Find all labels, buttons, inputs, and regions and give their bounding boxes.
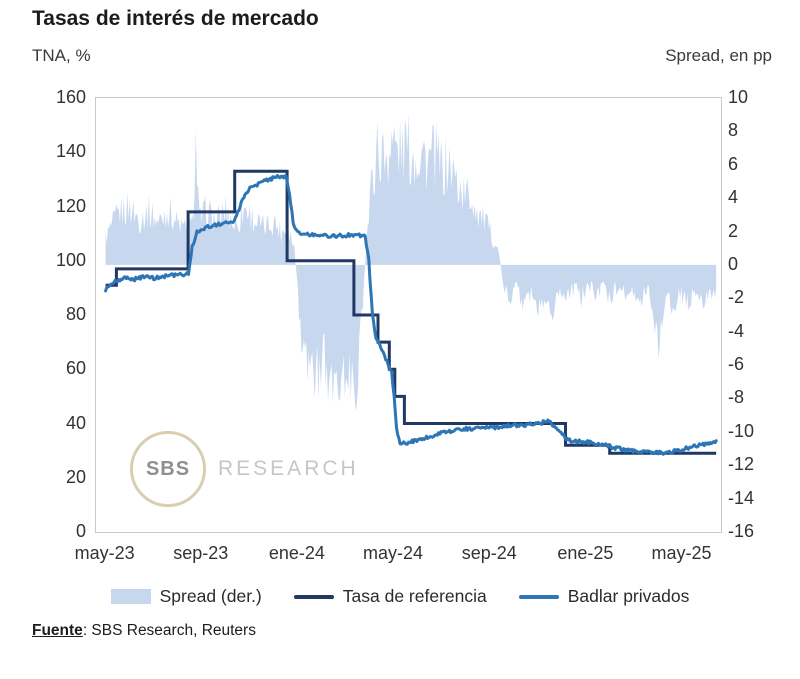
badlar-line-swatch — [518, 594, 559, 599]
x-axis-tick: may-25 — [651, 543, 712, 563]
right-axis-tick: 4 — [728, 187, 739, 208]
legend: Spread (der.) Tasa de referencia Badlar … — [0, 586, 800, 607]
right-axis-tick: -2 — [728, 287, 745, 308]
spread-area — [105, 112, 717, 412]
left-axis-tick: 160 — [55, 87, 86, 107]
badlar-line — [104, 174, 718, 456]
legend-item-tasa-referencia: Tasa de referencia — [293, 586, 487, 607]
left-axis-title: TNA, % — [32, 46, 91, 65]
legend-item-spread: Spread (der.) — [110, 586, 262, 607]
right-axis-tick: 8 — [728, 120, 739, 141]
x-axis-tick: may-24 — [363, 543, 424, 563]
plot-svg — [104, 112, 718, 456]
source-note: Fuente: SBS Research, Reuters — [32, 622, 256, 640]
right-axis-tick: -4 — [728, 320, 745, 341]
spread-area-swatch — [110, 589, 151, 604]
right-axis-tick: -16 — [728, 521, 755, 541]
tasa-referencia-line — [105, 169, 717, 455]
x-axis-tick: sep-23 — [173, 543, 229, 563]
right-axis-tick: 6 — [728, 153, 739, 174]
left-axis-tick: 80 — [65, 304, 86, 324]
chart-title: Tasas de interés de mercado — [32, 7, 319, 30]
right-axis-tick: -6 — [728, 354, 745, 375]
legend-label-badlar: Badlar privados — [567, 586, 690, 606]
tasa-referencia-line-swatch — [293, 594, 334, 599]
right-axis-tick: 10 — [728, 87, 749, 107]
left-axis-tick: 120 — [55, 195, 86, 216]
left-axis-tick: 140 — [55, 141, 86, 162]
source-label: Fuente — [32, 622, 83, 639]
left-axis-tick: 20 — [65, 466, 86, 487]
left-axis-tick: 60 — [65, 358, 86, 379]
right-axis-tick: -8 — [728, 387, 745, 408]
plot-area — [95, 97, 722, 533]
right-axis-tick: 2 — [728, 220, 739, 241]
left-axis-tick: 100 — [55, 249, 86, 270]
right-axis-title: Spread, en pp — [665, 46, 772, 65]
x-axis-tick: ene-25 — [557, 543, 614, 563]
source-text: : SBS Research, Reuters — [82, 622, 256, 639]
x-axis-tick: sep-24 — [461, 543, 517, 563]
right-axis-tick: -10 — [728, 420, 755, 441]
legend-label-spread: Spread (der.) — [159, 586, 262, 606]
legend-label-tasa-referencia: Tasa de referencia — [342, 586, 487, 606]
x-axis-tick: ene-24 — [268, 543, 325, 563]
left-axis-tick: 0 — [75, 521, 86, 541]
right-axis-tick: 0 — [728, 253, 739, 274]
right-axis-tick: -14 — [728, 487, 755, 508]
x-axis-tick: may-23 — [74, 543, 135, 563]
left-axis-tick: 40 — [65, 412, 86, 433]
legend-item-badlar: Badlar privados — [518, 586, 690, 607]
right-axis-tick: -12 — [728, 454, 755, 475]
